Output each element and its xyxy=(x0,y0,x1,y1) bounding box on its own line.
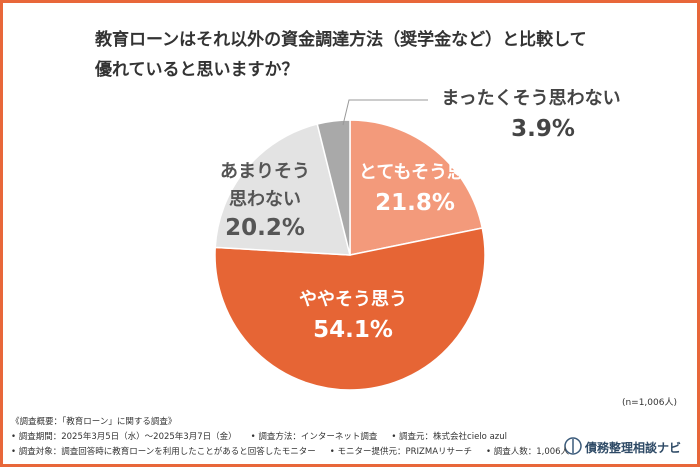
logo-text: 債務整理相談ナビ xyxy=(585,441,682,455)
slice-label: とてもそう思う xyxy=(358,162,484,183)
value-label: 21.8% xyxy=(375,190,455,216)
footer-item: • 調査方法：インターネット調査 xyxy=(250,432,378,442)
footer-line: • 調査対象：調査回答時に教育ローンを利用したことがあると回答したモニター • モ… xyxy=(11,445,583,457)
chart-title: 教育ローンはそれ以外の資金調達方法（奨学金など）と比較して優れていると思いますか… xyxy=(95,30,587,80)
value-label: 54.1% xyxy=(313,317,393,343)
slice-label: あまりそう思わない xyxy=(220,161,310,210)
slice-label: まったくそう思わない xyxy=(441,88,621,109)
slice-label: ややそう思う xyxy=(299,289,407,310)
pie-slice xyxy=(316,119,351,256)
leader-line xyxy=(342,99,428,126)
value-label: 20.2% xyxy=(225,215,305,241)
sample-note: (n=1,006人) xyxy=(621,398,677,408)
chart xyxy=(214,99,582,455)
value-label: 3.9% xyxy=(511,116,575,142)
logo-icon xyxy=(564,437,582,455)
footer-line: • 調査期間：2025年3月5日（水）～2025年3月7日（金） • 調査方法：イ… xyxy=(11,430,521,442)
pie-slice xyxy=(214,227,486,391)
footer-item: • モニター提供元：PRIZMAリサーチ xyxy=(329,447,473,457)
footer-item: • 調査人数：1,006人 xyxy=(486,447,570,457)
pie-slice xyxy=(214,123,351,256)
footer-item: • 調査期間：2025年3月5日（水）～2025年3月7日（金） xyxy=(11,432,237,442)
footer-item: • 調査元：株式会社cielo azul xyxy=(391,432,508,442)
footer-item: • 調査対象：調査回答時に教育ローンを利用したことがあると回答したモニター xyxy=(11,447,316,457)
footer-heading: 《調査概要：「教育ローン」に関する調査》 xyxy=(11,417,177,427)
pie-slice xyxy=(349,119,484,256)
